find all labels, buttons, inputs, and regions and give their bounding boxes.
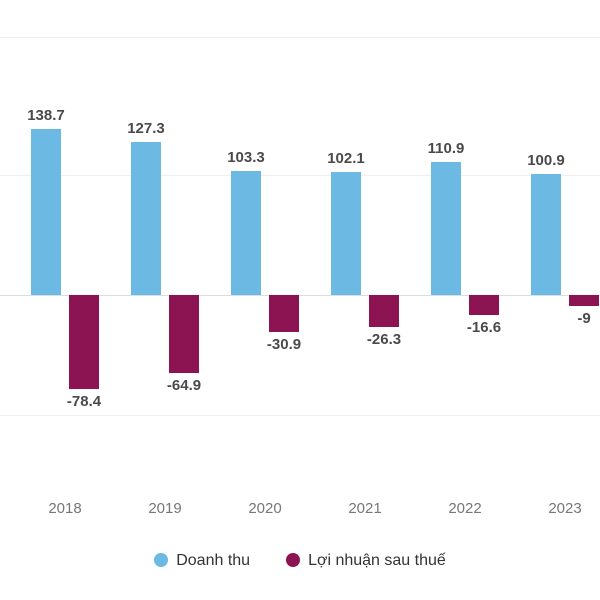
profit-bar (169, 295, 199, 373)
profit-bar (269, 295, 299, 332)
revenue-value-label: 102.1 (316, 150, 376, 167)
revenue-bar (31, 129, 61, 295)
x-axis-label: 2023 (515, 500, 600, 517)
legend-swatch-icon (286, 553, 300, 567)
bar-group: 103.3 -30.9 2020 (215, 0, 315, 600)
revenue-value-label: 138.7 (16, 107, 76, 124)
revenue-value-label: 103.3 (216, 149, 276, 166)
x-axis-label: 2020 (215, 500, 315, 517)
revenue-value-label: 127.3 (116, 120, 176, 137)
revenue-bar (331, 172, 361, 295)
revenue-bar (231, 171, 261, 295)
revenue-bar (131, 142, 161, 295)
legend: Doanh thu Lợi nhuận sau thuế (0, 552, 600, 570)
profit-bar (469, 295, 499, 315)
revenue-value-label: 100.9 (516, 152, 576, 169)
legend-label: Lợi nhuận sau thuế (308, 552, 446, 569)
revenue-bar (431, 162, 461, 295)
bar-group: 138.7 -78.4 2018 (15, 0, 115, 600)
revenue-profit-bar-chart: 138.7 -78.4 2018 127.3 -64.9 2019 103.3 -30.9 20… (0, 0, 600, 600)
bar-group: 100.9 -9 2023 (515, 0, 600, 600)
x-axis-label: 2022 (415, 500, 515, 517)
x-axis-label: 2018 (15, 500, 115, 517)
profit-value-label: -30.9 (254, 336, 314, 353)
profit-value-label: -64.9 (154, 377, 214, 394)
profit-value-label: -26.3 (354, 331, 414, 348)
x-axis-label: 2021 (315, 500, 415, 517)
legend-label: Doanh thu (176, 552, 250, 569)
revenue-bar (531, 174, 561, 295)
legend-item-profit: Lợi nhuận sau thuế (286, 552, 446, 570)
profit-value-label: -78.4 (54, 393, 114, 410)
revenue-value-label: 110.9 (416, 140, 476, 157)
profit-bar (369, 295, 399, 327)
bar-group: 127.3 -64.9 2019 (115, 0, 215, 600)
x-axis-label: 2019 (115, 500, 215, 517)
profit-bar (569, 295, 599, 306)
legend-item-revenue: Doanh thu (154, 552, 250, 570)
bar-group: 102.1 -26.3 2021 (315, 0, 415, 600)
legend-swatch-icon (154, 553, 168, 567)
bar-group: 110.9 -16.6 2022 (415, 0, 515, 600)
profit-value-label: -16.6 (454, 319, 514, 336)
profit-bar (69, 295, 99, 389)
profit-value-label: -9 (554, 310, 600, 327)
